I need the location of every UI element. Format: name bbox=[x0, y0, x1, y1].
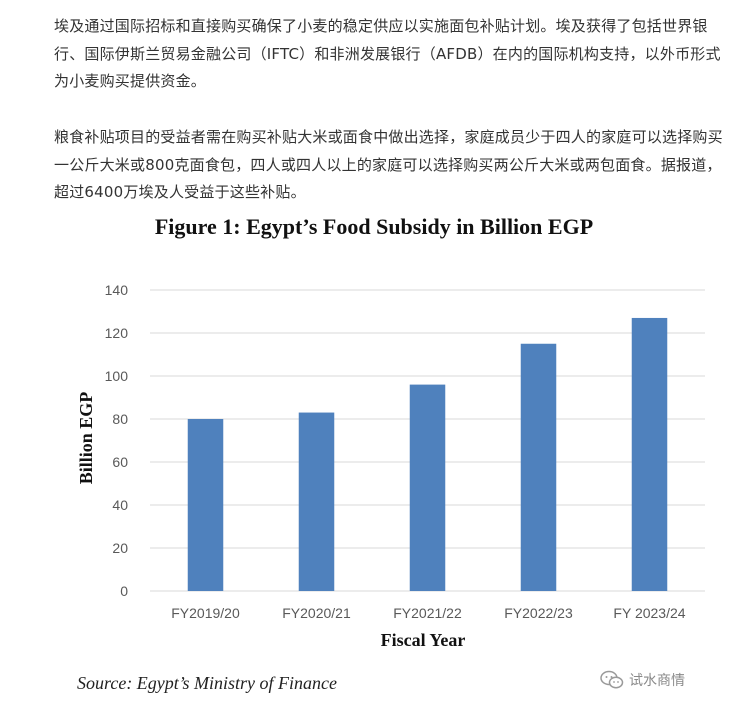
y-tick-label-6: 120 bbox=[105, 325, 129, 341]
x-axis-ticks: FY2019/20 FY2020/21 FY2021/22 FY2022/23 FY 2… bbox=[171, 605, 686, 621]
bar-1 bbox=[298, 412, 335, 591]
wechat-icon bbox=[600, 670, 624, 689]
bars bbox=[187, 317, 668, 591]
x-tick-label-3: FY2022/23 bbox=[504, 605, 573, 621]
y-tick-label-2: 40 bbox=[112, 497, 128, 513]
bar-2 bbox=[409, 384, 446, 591]
y-axis-ticks: 0 20 40 60 80 100 120 140 bbox=[105, 282, 129, 599]
article-paragraph-1: 埃及通过国际招标和直接购买确保了小麦的稳定供应以实施面包补贴计划。埃及获得了包括… bbox=[54, 17, 721, 90]
watermark: 试水商情 bbox=[600, 668, 685, 692]
x-tick-label-0: FY2019/20 bbox=[171, 605, 240, 621]
y-tick-label-1: 20 bbox=[112, 540, 128, 556]
bar-4 bbox=[631, 317, 668, 591]
watermark-text: 试水商情 bbox=[629, 673, 685, 689]
x-tick-label-2: FY2021/22 bbox=[393, 605, 462, 621]
x-axis-label: Fiscal Year bbox=[381, 630, 466, 650]
y-axis-label: Billion EGP bbox=[76, 392, 96, 485]
y-tick-label-3: 60 bbox=[112, 454, 128, 470]
x-tick-label-4: FY 2023/24 bbox=[613, 605, 685, 621]
bar-0 bbox=[187, 419, 224, 591]
bar-3 bbox=[520, 343, 557, 591]
y-tick-label-0: 0 bbox=[120, 583, 128, 599]
source-note: Source: Egypt’s Ministry of Finance bbox=[77, 673, 337, 693]
article-paragraph-2: 粮食补贴项目的受益者需在购买补贴大米或面食中做出选择，家庭成员少于四人的家庭可以… bbox=[54, 128, 723, 201]
y-tick-label-7: 140 bbox=[105, 282, 129, 298]
x-tick-label-1: FY2020/21 bbox=[282, 605, 351, 621]
y-tick-label-5: 100 bbox=[105, 368, 129, 384]
y-tick-label-4: 80 bbox=[112, 411, 128, 427]
chart-title: Figure 1: Egypt’s Food Subsidy in Billio… bbox=[154, 214, 594, 239]
